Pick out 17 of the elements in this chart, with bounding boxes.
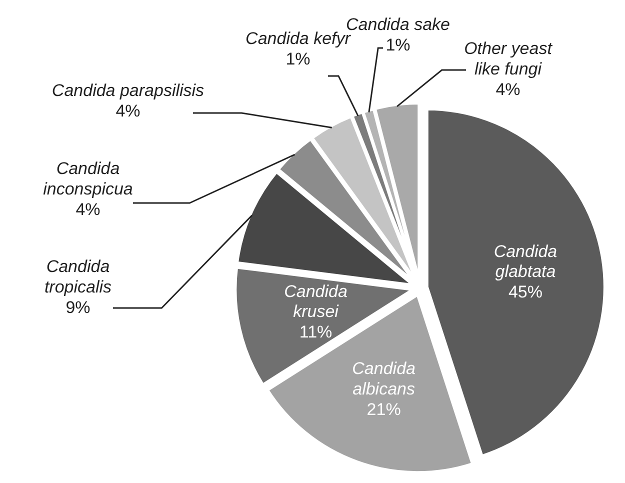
slice-label: Candida inconspicua: [43, 158, 133, 198]
slice-label: Candida tropicalis: [44, 256, 112, 296]
slice-label: Other yeast like fungi: [464, 38, 554, 78]
slice-label: Candida sake: [346, 14, 450, 34]
data-label: 21%: [366, 400, 401, 419]
data-label: 9%: [66, 298, 90, 317]
data-label: 1%: [386, 35, 410, 54]
slice-label: Candida parapsilisis: [52, 80, 205, 100]
data-label: 11%: [299, 322, 332, 342]
data-label: 4%: [116, 101, 140, 120]
slice-label: Candida glabtata: [494, 242, 558, 282]
slice-label: Candida albicans: [352, 359, 416, 398]
slice-label: Candida krusei: [284, 282, 348, 322]
data-label: 4%: [496, 80, 520, 99]
data-label: 1%: [286, 49, 310, 68]
data-label: 45%: [508, 282, 542, 302]
data-label: 4%: [76, 200, 100, 219]
